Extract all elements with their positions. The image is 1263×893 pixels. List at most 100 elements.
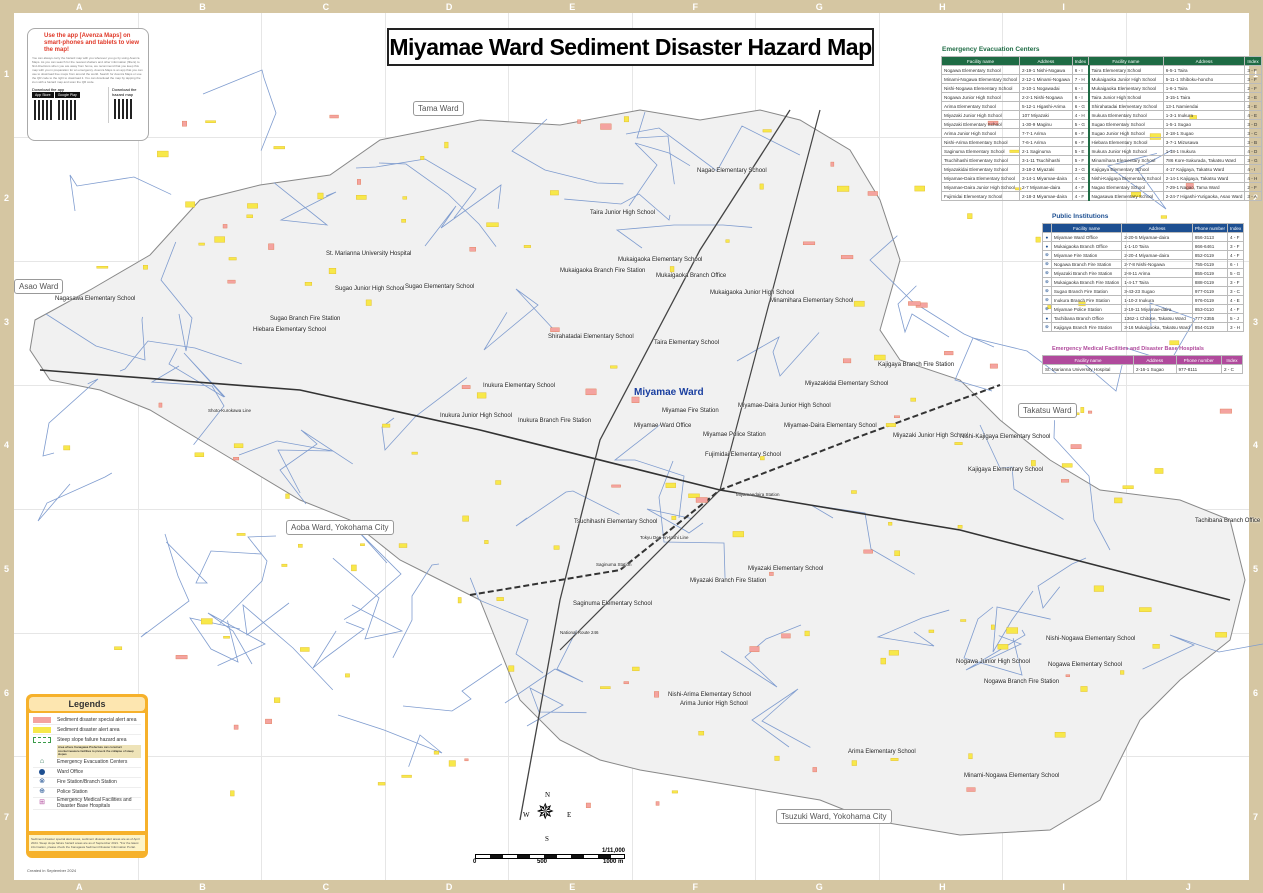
map-label[interactable]: Taira Elementary School [654,340,720,346]
special-alert-area [464,758,469,762]
map-label[interactable]: Miyazaki Branch Fire Station [690,578,767,584]
map-label[interactable]: Miyamae Fire Station [662,408,719,414]
table-cell: 6 - I [1071,92,1090,102]
special-alert-area [1088,410,1093,414]
alert-area [495,480,502,485]
map-label[interactable]: Mukaigaoka Junior High School [710,290,795,296]
map-label[interactable]: Nishi-Arima Elementary School [668,692,752,698]
table-cell: 2-20-5 Miyamae-daira [1121,232,1193,242]
table-cell: 5 - F [1071,155,1090,165]
map-label[interactable]: Arima Elementary School [848,749,916,755]
qr-code-icon[interactable] [58,100,78,120]
map-label[interactable]: Miyazakidai Elementary School [805,381,889,387]
alert-area [365,299,372,306]
grid-row-label: 5 [1253,564,1259,575]
table-row: ⊗ Miyamae Fire Station 2-20-4 Miyamae-dair… [1042,250,1245,260]
table-cell: 2-19-1 Nishi-Nogawa [1019,65,1073,75]
local-road [646,508,704,534]
alert-area [360,543,365,546]
special-alert-area [1219,408,1232,414]
map-label[interactable]: Miyamae Police Station [703,432,766,438]
map-label[interactable]: Saginuma Elementary School [573,601,653,607]
map-label[interactable]: Miyamaedaira Station [736,492,780,497]
map-label[interactable]: Mukaigaoka Branch Office [656,273,727,279]
special-alert-area [812,767,817,773]
alert-area [1061,463,1073,468]
table-cell: 3-10-1 Nogawadai [1019,83,1073,93]
map-label[interactable]: Miyamae-Daira Elementary School [784,423,877,429]
map-label[interactable]: Nogawa Elementary School [1048,662,1123,668]
map-label[interactable]: National Route 246 [560,630,599,635]
alert-area [990,624,995,630]
table-cell: 4 - G [1071,173,1090,183]
special-alert-area [654,691,660,698]
map-label[interactable]: Arima Junior High School [680,701,748,707]
map-label[interactable]: Tsuchihashi Elementary School [574,519,658,525]
map-label[interactable]: Hiebara Elementary School [253,327,327,333]
alert-area [205,120,216,123]
alert-area [1006,627,1019,634]
map-label[interactable]: Taira Junior High School [590,210,656,216]
map-label[interactable]: Mukaigaoka Branch Fire Station [560,268,646,274]
map-label[interactable]: Inukura Branch Fire Station [518,418,592,424]
special-alert-area [600,123,612,130]
google-play-badge[interactable]: Google Play [54,92,80,98]
table-cell: 3 - C [1226,286,1245,296]
special-alert-area [631,396,640,403]
map-label[interactable]: Sugao Junior High School [335,286,405,292]
map-label[interactable]: Miyazaki Elementary School [748,566,824,572]
column-header: Facility name [1050,223,1123,233]
map-label[interactable]: Minamihara Elementary School [770,298,854,304]
map-label[interactable]: Tokyu Den-en-toshi Line [640,535,689,540]
fire-icon: ⊗ [1042,250,1052,260]
map-label[interactable]: Mukaigaoka Elementary School [618,257,703,263]
alert-area [671,515,677,520]
special-alert-area [265,718,272,724]
qr-code-icon[interactable] [34,100,54,120]
ward-office-icon: ● [1042,313,1052,323]
map-label[interactable]: Kajigaya Branch Fire Station [878,362,955,368]
map-label[interactable]: Nagasawa Elementary School [55,296,136,302]
map-label[interactable]: Inukura Elementary School [483,383,556,389]
alert-area [1035,236,1041,243]
map-label[interactable]: Saginuma Station [596,562,632,567]
app-promo-box: Use the app [Avenza Maps] on smart-phone… [27,28,149,141]
local-road [242,602,334,691]
map-label[interactable]: Nagao Elementary School [697,168,767,174]
map-label[interactable]: Inukura Junior High School [440,413,513,419]
map-label[interactable]: Nogawa Junior High School [956,659,1031,665]
map-label[interactable]: Miyamae-Daira Junior High School [738,403,831,409]
app-store-badge[interactable]: App Store [32,92,54,98]
map-label[interactable]: Nogawa Branch Fire Station [984,679,1060,685]
map-label[interactable]: Nishi-Kajigaya Elementary School [960,434,1051,440]
table-cell: Sugao Branch Fire Station [1050,286,1123,296]
table-cell: 1-5-1 Sugao [1162,119,1246,129]
table-cell: 3-43-23 Sugao [1121,286,1193,296]
map-label[interactable]: Miyazaki Junior High School [893,433,969,439]
map-label[interactable]: Kajigaya Elementary School [968,467,1044,473]
map-label[interactable]: Nishi-Nogawa Elementary School [1046,636,1136,642]
grid-column-label: H [939,882,946,892]
map-label[interactable]: Sugao Branch Fire Station [270,316,341,322]
qr-code-icon[interactable] [114,99,134,119]
special-alert-area [863,549,873,554]
map-label[interactable]: Sugao Elementary School [405,284,475,290]
map-label[interactable]: Tachibana Branch Office [1195,518,1261,524]
local-road [615,224,753,249]
map-label[interactable]: St. Marianna University Hospital [326,251,412,257]
special-alert-area [830,161,835,167]
table-cell: 2 - F [1244,83,1262,93]
map-label[interactable]: Miyamae Ward Office [634,423,692,429]
table-row: Minami-Nogawa Elementary School 2-12-1 Mi… [940,74,1262,84]
table-cell: Mukaigaoka Branch Office [1050,241,1123,251]
map-label[interactable]: Shirahatadai Elementary School [548,334,634,340]
table-header: Facility name Address Phone number Index [1042,223,1245,233]
map-label[interactable]: Minami-Nogawa Elementary School [964,773,1060,779]
table-cell: 854-0119 [1191,322,1229,332]
map-label[interactable]: Shoto-Kurokawa Line [208,408,252,413]
alert-area [285,493,290,499]
alert-area [246,214,253,218]
table-cell: Nagao Elementary School [1087,182,1164,192]
map-label[interactable]: Fujimidai Elementary School [705,452,782,458]
